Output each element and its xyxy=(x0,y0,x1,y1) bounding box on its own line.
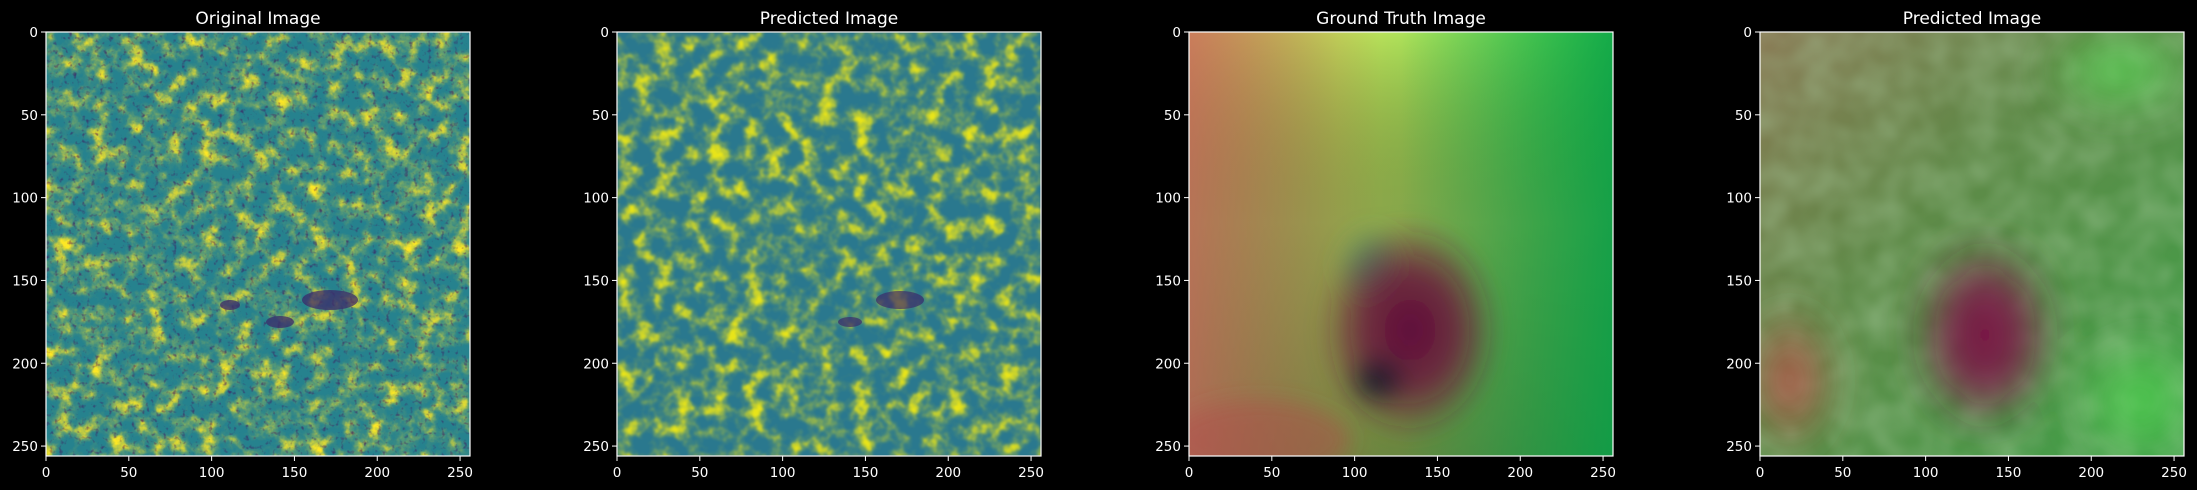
x-tick-label: 100 xyxy=(199,465,225,481)
x-tick-label: 200 xyxy=(364,465,390,481)
panel-title: Predicted Image xyxy=(1903,9,2041,29)
y-tick-label: 150 xyxy=(12,273,38,289)
y-tick-label: 100 xyxy=(1726,191,1752,207)
panel-predicted-image-2: Predicted Image 0 50 100 150 200 250 0 50 100 15… xyxy=(1726,9,2187,481)
x-tick-label: 250 xyxy=(1590,465,1616,481)
y-tick-label: 50 xyxy=(592,108,609,124)
y-axis: 0 50 100 150 200 250 xyxy=(583,25,617,455)
x-tick-label: 150 xyxy=(282,465,308,481)
y-tick-label: 0 xyxy=(1172,25,1181,41)
x-tick-label: 100 xyxy=(1913,465,1939,481)
x-axis: 0 50 100 150 200 250 xyxy=(1756,456,2187,481)
y-tick-label: 150 xyxy=(583,273,609,289)
x-tick-label: 250 xyxy=(2161,465,2187,481)
dark-patch xyxy=(838,291,924,327)
x-tick-label: 0 xyxy=(1185,465,1194,481)
x-tick-label: 100 xyxy=(1342,465,1368,481)
x-tick-label: 0 xyxy=(42,465,51,481)
y-tick-label: 100 xyxy=(1155,191,1181,207)
y-tick-label: 50 xyxy=(21,108,38,124)
y-tick-label: 200 xyxy=(12,356,38,372)
panel-ground-truth-image: Ground Truth Image 0 50 100 150 200 250 0 50 10… xyxy=(1155,9,1616,481)
y-tick-label: 50 xyxy=(1735,108,1752,124)
x-tick-label: 200 xyxy=(2078,465,2104,481)
y-tick-label: 50 xyxy=(1164,108,1181,124)
x-tick-label: 0 xyxy=(613,465,622,481)
x-tick-label: 150 xyxy=(1425,465,1451,481)
plot-frame xyxy=(45,31,471,457)
x-axis: 0 50 100 150 200 250 xyxy=(613,456,1044,481)
x-tick-label: 50 xyxy=(691,465,708,481)
x-tick-label: 0 xyxy=(1756,465,1765,481)
y-tick-label: 250 xyxy=(583,439,609,455)
y-tick-label: 250 xyxy=(1155,439,1181,455)
panel-original-image: Original Image 0 50 100 150 200 250 0 50 100 150… xyxy=(12,9,473,481)
panel-title: Predicted Image xyxy=(760,9,898,29)
panel-predicted-image-1: Predicted Image 0 50 100 150 200 250 0 50 100 15… xyxy=(583,9,1044,481)
y-axis: 0 50 100 150 200 250 xyxy=(1726,25,1760,455)
y-tick-label: 200 xyxy=(583,356,609,372)
x-tick-label: 100 xyxy=(770,465,796,481)
y-tick-label: 200 xyxy=(1726,356,1752,372)
y-axis: 0 50 100 150 200 250 xyxy=(12,25,46,455)
x-tick-label: 150 xyxy=(1996,465,2022,481)
panel-title: Ground Truth Image xyxy=(1316,9,1486,29)
plot-frame xyxy=(616,31,1042,457)
x-tick-label: 50 xyxy=(120,465,137,481)
x-axis: 0 50 100 150 200 250 xyxy=(1185,456,1616,481)
panel-title: Original Image xyxy=(195,9,320,29)
x-tick-label: 250 xyxy=(447,465,473,481)
plot-frame xyxy=(1188,31,1614,457)
x-tick-label: 50 xyxy=(1263,465,1280,481)
x-tick-label: 50 xyxy=(1834,465,1851,481)
y-tick-label: 100 xyxy=(583,191,609,207)
y-tick-label: 250 xyxy=(1726,439,1752,455)
y-tick-label: 150 xyxy=(1726,273,1752,289)
x-tick-label: 200 xyxy=(935,465,961,481)
y-tick-label: 0 xyxy=(1743,25,1752,41)
dark-patch xyxy=(220,290,358,328)
y-tick-label: 100 xyxy=(12,191,38,207)
x-tick-label: 250 xyxy=(1018,465,1044,481)
x-tick-label: 200 xyxy=(1507,465,1533,481)
x-axis: 0 50 100 150 200 250 xyxy=(42,456,473,481)
y-axis: 0 50 100 150 200 250 xyxy=(1155,25,1189,455)
y-tick-label: 0 xyxy=(600,25,609,41)
y-tick-label: 250 xyxy=(12,439,38,455)
y-tick-label: 0 xyxy=(29,25,38,41)
x-tick-label: 150 xyxy=(853,465,879,481)
y-tick-label: 150 xyxy=(1155,273,1181,289)
plot-frame xyxy=(1759,31,2185,457)
y-tick-label: 200 xyxy=(1155,356,1181,372)
